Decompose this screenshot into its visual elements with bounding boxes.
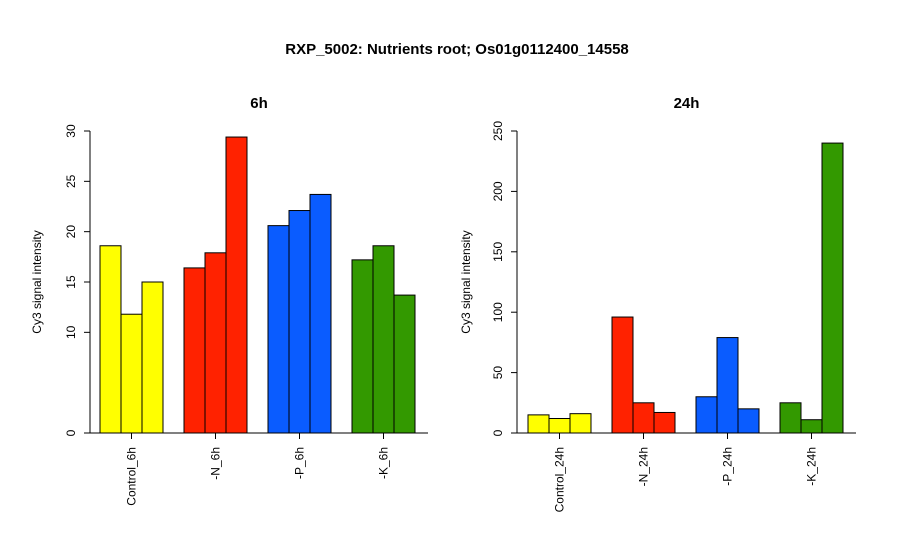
bar xyxy=(183,267,206,434)
bar xyxy=(800,419,823,434)
bar xyxy=(611,316,634,434)
bar xyxy=(548,418,571,434)
bar xyxy=(309,193,332,434)
y-axis-label: Cy3 signal intensity xyxy=(459,230,473,333)
y-tick-label: 250 xyxy=(491,121,505,141)
y-tick-label: 30 xyxy=(64,124,78,138)
y-axis-label: Cy3 signal intensity xyxy=(30,230,44,333)
panel-6h: 6h Cy3 signal intensity 0 10 15 20 25 30 Control… xyxy=(30,95,428,506)
panel-24h: 24h Cy3 signal intensity 0 50 100 150 200 250 Co… xyxy=(459,95,856,512)
y-tick-label: 200 xyxy=(491,181,505,201)
bar xyxy=(372,245,395,434)
bar xyxy=(527,414,550,434)
bar xyxy=(141,281,164,434)
x-tick-label: -P_24h xyxy=(721,447,735,486)
bar xyxy=(120,313,143,434)
x-tick-label: -N_24h xyxy=(637,447,651,486)
y-tick-label: 0 xyxy=(491,429,505,436)
x-tick-label: Control_6h xyxy=(125,447,139,506)
bar xyxy=(695,396,718,434)
y-tick-label: 25 xyxy=(64,174,78,188)
y-tick-label: 20 xyxy=(64,225,78,239)
bar xyxy=(716,337,739,434)
y-tick-label: 100 xyxy=(491,302,505,322)
x-tick-label: Control_24h xyxy=(553,447,567,512)
chart-title: RXP_5002: Nutrients root; Os01g0112400_1… xyxy=(285,41,629,58)
bar xyxy=(737,408,760,434)
bar xyxy=(821,142,844,434)
bar xyxy=(288,210,311,434)
bar xyxy=(569,413,592,434)
bar xyxy=(204,252,227,434)
bar xyxy=(393,294,416,434)
bar xyxy=(653,411,676,434)
x-tick-label: -K_24h xyxy=(805,447,819,486)
y-tick-label: 50 xyxy=(491,366,505,380)
y-tick-label: 10 xyxy=(64,325,78,339)
bar xyxy=(267,225,290,434)
y-tick-label: 0 xyxy=(64,429,78,436)
y-tick-label: 15 xyxy=(64,275,78,289)
panel-title: 24h xyxy=(674,95,700,112)
bar xyxy=(351,259,374,434)
bar xyxy=(225,136,248,434)
y-tick-label: 150 xyxy=(491,241,505,261)
x-tick-label: -N_6h xyxy=(209,447,223,480)
bar xyxy=(779,402,802,434)
x-tick-label: -P_6h xyxy=(293,447,307,479)
bar xyxy=(99,245,122,434)
x-tick-label: -K_6h xyxy=(377,447,391,479)
panel-title: 6h xyxy=(250,95,268,112)
bar xyxy=(632,402,655,434)
